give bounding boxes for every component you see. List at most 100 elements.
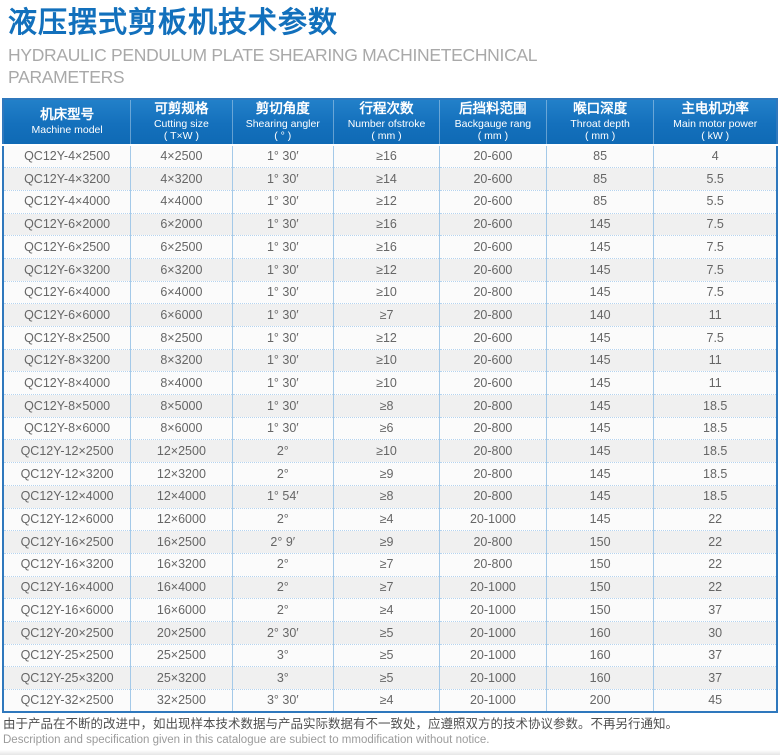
column-header-shearing-angle: 剪切角度 Shearing angler ( ° ): [231, 99, 334, 146]
table-cell: 20-600: [439, 348, 547, 372]
table-cell: 1° 30′: [231, 212, 334, 236]
column-unit: ( mm ): [584, 129, 616, 142]
table-cell: ≥8: [332, 394, 440, 418]
table-cell: ≥5: [332, 620, 440, 645]
table-cell: QC12Y-6×2000: [3, 212, 131, 236]
column-unit: ( mm ): [477, 129, 509, 142]
table-cell: QC12Y-6×3200: [3, 257, 131, 282]
table-cell: 8×5000: [130, 394, 233, 418]
table-cell: 16×4000: [130, 575, 233, 599]
table-cell: 8×4000: [130, 371, 233, 395]
table-cell: 20-600: [439, 326, 547, 350]
table-cell: 37: [653, 666, 777, 690]
table-row: QC12Y-6×4000 6×4000 1° 30′ ≥10 20-800 145 7.5: [3, 280, 777, 304]
table-cell: 7.5: [653, 235, 777, 259]
table-cell: 200: [545, 689, 654, 713]
page-header: 液压摆式剪板机技术参数 HYDRAULIC PENDULUM PLATE SHE…: [0, 0, 780, 98]
table-cell: QC12Y-8×2500: [3, 326, 131, 350]
table-cell: ≥12: [332, 326, 440, 350]
table-row: QC12Y-6×2000 6×2000 1° 30′ ≥16 20-600 145 7.5: [3, 212, 777, 236]
table-cell: 1° 30′: [231, 303, 334, 327]
table-cell: 145: [545, 371, 654, 395]
table-row: QC12Y-12×3200 12×3200 2° ≥9 20-800 145 18.5: [3, 462, 777, 486]
table-cell: ≥16: [332, 235, 440, 259]
table-cell: 12×3200: [130, 462, 233, 486]
column-header-main-motor-power: 主电机功率 Main motor power ( kW ): [653, 99, 777, 146]
table-cell: QC12Y-6×4000: [3, 280, 131, 304]
table-cell: 6×6000: [130, 303, 233, 327]
table-cell: 18.5: [653, 416, 777, 440]
table-cell: 20-1000: [439, 507, 547, 531]
table-cell: ≥10: [332, 348, 440, 372]
table-cell: 18.5: [653, 484, 777, 508]
table-row: QC12Y-16×2500 16×2500 2° 9′ ≥9 20-800 150 22: [3, 530, 777, 554]
table-cell: QC12Y-25×3200: [3, 666, 131, 690]
table-cell: 145: [545, 235, 654, 259]
table-cell: 18.5: [653, 394, 777, 418]
table-cell: 7.5: [653, 257, 777, 282]
table-cell: 20-800: [439, 394, 547, 418]
table-cell: ≥16: [332, 212, 440, 236]
table-cell: ≥10: [332, 439, 440, 463]
table-cell: 8×2500: [130, 326, 233, 350]
column-unit: ( T×W ): [163, 129, 199, 142]
column-label-en: Main motor power: [673, 117, 758, 130]
column-label-zh: 行程次数: [359, 101, 414, 116]
table-cell: QC12Y-12×4000: [3, 484, 131, 508]
column-unit: ( mm ): [371, 129, 402, 142]
table-cell: 3°: [231, 666, 334, 690]
table-cell: QC12Y-25×2500: [3, 643, 131, 667]
column-label-zh: 可剪规格: [154, 101, 209, 116]
table-row: QC12Y-6×3200 6×3200 1° 30′ ≥12 20-600 145 7.5: [3, 257, 777, 282]
table-header: 机床型号 Machine model 可剪规格 Cutting size ( T…: [3, 99, 777, 146]
table-cell: 37: [653, 598, 777, 622]
table-cell: 22: [653, 507, 777, 531]
footer-note-en: Description and specification given in t…: [3, 733, 490, 746]
table-cell: 145: [545, 212, 654, 236]
table-cell: 1° 30′: [231, 145, 334, 168]
table-cell: QC12Y-4×2500: [24, 149, 111, 164]
table-row: QC12Y-16×3200 16×3200 2° ≥7 20-800 150 22: [3, 552, 777, 577]
table-cell: 145: [545, 326, 654, 350]
footer-note-zh: 由于产品在不断的改进中，如出现样本技术数据与产品实际数据有不一致处，应遵照双方的…: [3, 717, 679, 732]
table-cell: 22: [653, 575, 777, 599]
table-cell: 4×2500: [130, 145, 233, 168]
table-cell: 20-1000: [439, 575, 547, 599]
table-cell: ≥7: [332, 303, 440, 327]
table-cell: 20-1000: [439, 643, 547, 667]
table-cell: 7.5: [653, 326, 777, 350]
table-cell: 7.5: [653, 212, 777, 236]
table-cell: 16×3200: [130, 552, 233, 577]
table-cell: 20-600: [439, 257, 547, 282]
table-cell: QC12Y-4×3200: [3, 167, 131, 191]
table-cell: 18.5: [653, 462, 777, 486]
table-cell: 145: [545, 257, 654, 282]
table-cell: ≥16: [332, 145, 440, 168]
table-cell: 11: [653, 348, 777, 372]
table-cell: ≥4: [332, 689, 440, 713]
table-cell: 160: [545, 643, 654, 667]
table-row: QC12Y-12×6000 12×6000 2° ≥4 20-1000 145 22: [3, 507, 777, 531]
table-cell: 2° 30′: [231, 620, 334, 645]
table-cell: 16×6000: [130, 598, 233, 622]
column-unit: ( kW ): [701, 129, 730, 142]
table-cell: 45: [653, 689, 777, 713]
table-cell: 145: [545, 439, 654, 463]
table-cell: 7.5: [653, 280, 777, 304]
table-cell: 150: [545, 575, 654, 599]
table-cell: ≥7: [332, 575, 440, 599]
table-cell: ≥9: [332, 462, 440, 486]
table-cell: QC12Y-4×4000: [3, 189, 131, 214]
table-cell: 8×3200: [130, 348, 233, 372]
table-cell: 145: [545, 280, 654, 304]
table-cell: 20×2500: [130, 620, 233, 645]
table-cell: 20-600: [439, 212, 547, 236]
table-cell: 85: [545, 167, 654, 191]
table-cell: QC12Y-32×2500: [3, 689, 131, 713]
table-cell: 2°: [231, 575, 334, 599]
table-cell: 2° 9′: [231, 530, 334, 554]
table-cell: 85: [545, 145, 654, 168]
table-row: QC12Y-8×6000 8×6000 1° 30′ ≥6 20-800 145 18.5: [3, 416, 777, 440]
table-cell: ≥12: [332, 257, 440, 282]
